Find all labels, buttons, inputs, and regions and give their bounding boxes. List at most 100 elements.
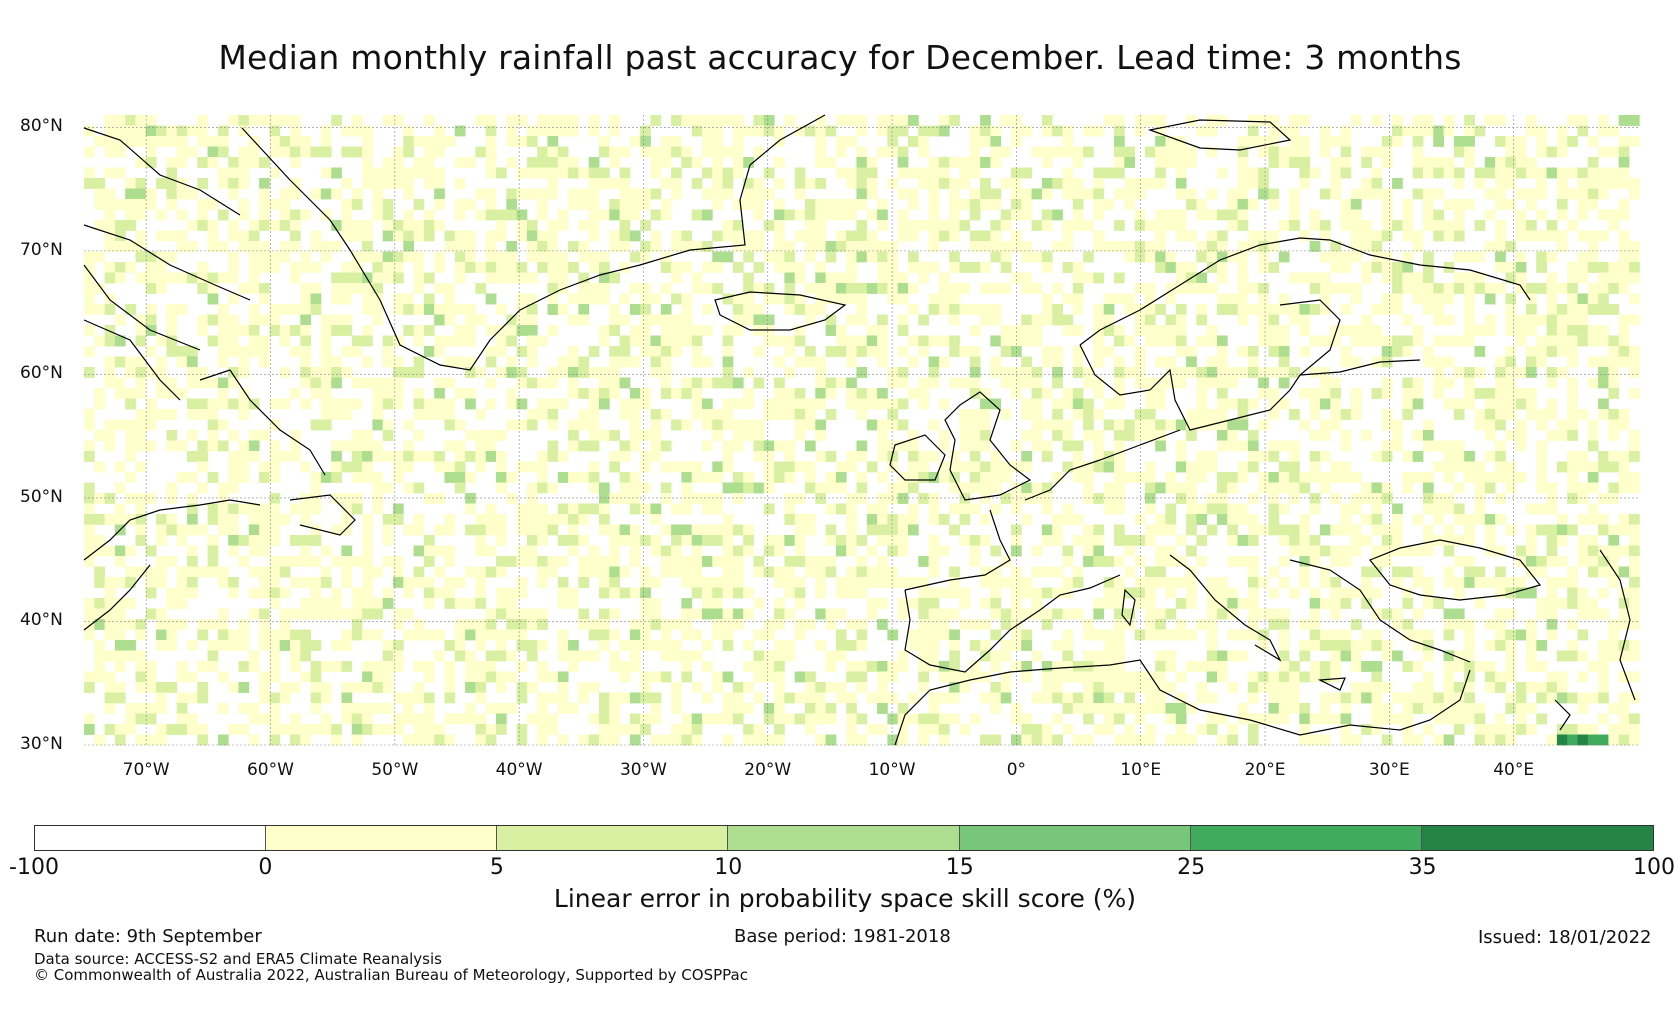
- skill-cell: [1556, 556, 1568, 567]
- skill-cell: [1320, 251, 1331, 263]
- skill-cell: [207, 619, 219, 630]
- skill-cell: [1526, 650, 1537, 662]
- skill-cell: [1546, 682, 1558, 693]
- skill-cell: [320, 146, 332, 158]
- skill-cell: [1000, 461, 1012, 473]
- skill-cell: [794, 388, 806, 399]
- skill-cell: [351, 734, 363, 746]
- skill-cell: [671, 524, 682, 536]
- skill-cell: [351, 430, 363, 441]
- skill-cell: [506, 241, 517, 252]
- skill-cell: [1186, 346, 1197, 357]
- skill-cell: [125, 493, 136, 504]
- skill-cell: [774, 713, 785, 725]
- skill-cell: [393, 514, 404, 525]
- skill-cell: [248, 304, 260, 315]
- skill-cell: [1165, 577, 1177, 588]
- skill-cell: [1031, 409, 1043, 420]
- skill-cell: [341, 440, 353, 452]
- skill-cell: [1433, 356, 1444, 368]
- skill-cell: [640, 503, 651, 515]
- skill-cell: [1392, 713, 1403, 725]
- skill-cell: [1546, 293, 1558, 305]
- skill-cell: [918, 493, 929, 504]
- skill-cell: [1618, 482, 1630, 494]
- skill-cell: [526, 335, 538, 347]
- skill-cell: [1515, 724, 1527, 735]
- skill-cell: [1268, 671, 1280, 683]
- skill-cell: [475, 535, 487, 546]
- skill-cell: [1041, 125, 1053, 137]
- skill-cell: [753, 188, 765, 200]
- skill-cell: [1371, 724, 1383, 735]
- skill-cell: [599, 640, 610, 651]
- skill-cell: [1577, 703, 1589, 714]
- skill-cell: [1278, 650, 1290, 662]
- skill-cell: [846, 692, 857, 704]
- skill-cell: [897, 545, 909, 557]
- skill-cell: [1361, 325, 1372, 336]
- skill-cell: [413, 167, 425, 179]
- skill-cell: [104, 692, 116, 704]
- skill-cell: [1402, 724, 1414, 735]
- skill-cell: [599, 724, 610, 735]
- skill-cell: [1526, 703, 1537, 714]
- skill-cell: [187, 472, 198, 483]
- skill-cell: [1031, 598, 1043, 609]
- skill-cell: [1618, 545, 1630, 557]
- skill-cell: [1433, 388, 1444, 399]
- skill-cell: [434, 377, 445, 389]
- skill-cell: [1412, 125, 1424, 137]
- skill-cell: [1258, 640, 1269, 651]
- skill-cell: [629, 640, 641, 651]
- skill-cell: [94, 335, 105, 347]
- skill-cell: [1093, 440, 1105, 452]
- skill-cell: [866, 157, 878, 168]
- skill-cell: [176, 346, 188, 357]
- skill-cell: [1278, 440, 1290, 452]
- skill-cell: [825, 472, 837, 483]
- skill-cell: [599, 283, 610, 294]
- skill-cell: [1423, 524, 1434, 536]
- skill-cell: [897, 598, 909, 609]
- skill-cell: [1629, 272, 1640, 284]
- skill-cell: [1381, 377, 1393, 389]
- skill-cell: [588, 367, 600, 378]
- skill-cell: [166, 314, 178, 326]
- skill-cell: [526, 346, 538, 357]
- skill-cell: [1433, 125, 1444, 137]
- skill-cell: [135, 524, 147, 536]
- skill-cell: [897, 272, 909, 284]
- skill-cell: [1175, 188, 1187, 200]
- skill-cell: [557, 472, 569, 483]
- skill-cell: [1453, 661, 1465, 672]
- skill-cell: [259, 346, 270, 357]
- skill-cell: [753, 230, 765, 242]
- skill-cell: [496, 608, 507, 620]
- skill-cell: [1165, 220, 1177, 231]
- skill-cell: [516, 209, 528, 221]
- skill-cell: [1495, 734, 1506, 746]
- skill-cell: [1175, 230, 1187, 242]
- skill-cell: [94, 535, 105, 546]
- skill-cell: [1577, 272, 1589, 284]
- skill-cell: [702, 115, 713, 126]
- skill-cell: [1556, 314, 1568, 326]
- skill-cell: [887, 419, 899, 431]
- skill-cell: [1484, 241, 1496, 252]
- skill-cell: [217, 619, 229, 630]
- skill-cell: [640, 146, 651, 158]
- skill-cell: [1155, 650, 1166, 662]
- skill-cell: [362, 251, 373, 263]
- skill-cell: [228, 640, 239, 651]
- skill-cell: [1072, 608, 1084, 620]
- skill-cell: [887, 734, 899, 746]
- skill-cell: [238, 199, 250, 210]
- skill-cell: [145, 283, 157, 294]
- skill-cell: [1124, 608, 1135, 620]
- skill-cell: [712, 713, 723, 725]
- skill-cell: [1186, 524, 1197, 536]
- skill-cell: [135, 388, 147, 399]
- skill-cell: [300, 671, 311, 683]
- skill-cell: [578, 440, 590, 452]
